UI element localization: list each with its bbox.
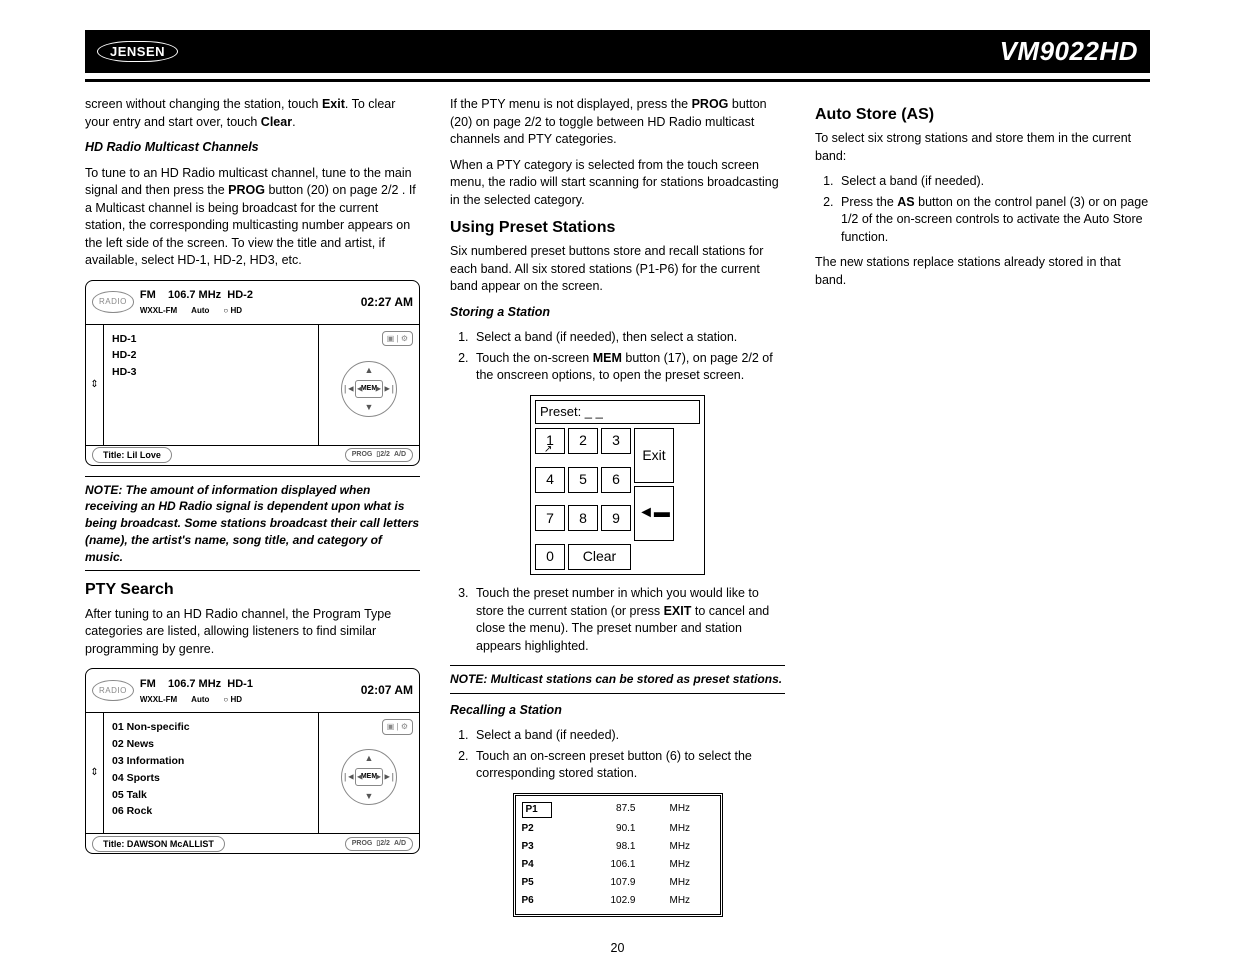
- keypad-num: 8: [568, 505, 598, 531]
- para: To tune to an HD Radio multicast channel…: [85, 165, 420, 270]
- radio-figure-pty: RADIO FM 106.7 MHz HD-1 WXXL-FMAuto○ HD …: [85, 668, 420, 854]
- column-2: If the PTY menu is not displayed, press …: [450, 96, 785, 927]
- para: The new stations replace stations alread…: [815, 254, 1150, 289]
- subhead-storing: Storing a Station: [450, 304, 785, 322]
- preset-table: P187.5MHz P290.1MHz P398.1MHz P4106.1MHz…: [513, 793, 723, 917]
- subhead-hd-multicast: HD Radio Multicast Channels: [85, 139, 420, 157]
- nav-wheel: ▲▼ |◄◄►►| MEM: [341, 749, 397, 805]
- list-item: Touch the on-screen MEM button (17), on …: [472, 350, 785, 385]
- columns: screen without changing the station, tou…: [85, 96, 1150, 927]
- heading-pty: PTY Search: [85, 579, 420, 601]
- list-item: Select a band (if needed).: [837, 173, 1150, 191]
- speaker-icon: ▣ | ⚙: [382, 331, 413, 346]
- header: JENSEN VM9022HD: [85, 30, 1150, 73]
- keypad-num: 5: [568, 467, 598, 493]
- title-bar: Title: Lil Love: [92, 447, 172, 464]
- list-item: Touch the preset number in which you wou…: [472, 585, 785, 655]
- pty-list: 01 Non-specific02 News03 Information04 S…: [104, 713, 319, 833]
- para: If the PTY menu is not displayed, press …: [450, 96, 785, 149]
- preset-row: P6102.9MHz: [520, 892, 716, 910]
- list-item: Touch an on-screen preset button (6) to …: [472, 748, 785, 783]
- para: After tuning to an HD Radio channel, the…: [85, 606, 420, 659]
- preset-row: P290.1MHz: [520, 820, 716, 838]
- list-item: Select a band (if needed).: [472, 727, 785, 745]
- scroll-indicator: ⇕: [86, 713, 104, 833]
- keypad-clear: Clear: [568, 544, 631, 570]
- keypad-label: Preset: _ _: [535, 400, 700, 424]
- page-number: 20: [85, 941, 1150, 955]
- para: To select six strong stations and store …: [815, 130, 1150, 165]
- bottom-buttons: PROG▯2/2A/D: [345, 448, 413, 462]
- nav-wheel: ▲▼ |◄◄►►| MEM: [341, 361, 397, 417]
- column-3: Auto Store (AS) To select six strong sta…: [815, 96, 1150, 927]
- keypad-exit: Exit: [634, 428, 674, 483]
- brand-badge: JENSEN: [97, 41, 178, 62]
- recall-steps: Select a band (if needed). Touch an on-s…: [450, 727, 785, 783]
- bottom-buttons: PROG▯2/2A/D: [345, 837, 413, 851]
- preset-row: P4106.1MHz: [520, 856, 716, 874]
- note: NOTE: The amount of information displaye…: [85, 476, 420, 572]
- store-steps: Select a band (if needed), then select a…: [450, 329, 785, 385]
- keypad-enter: ◄▬: [634, 486, 674, 541]
- keypad-num: 3: [601, 428, 631, 454]
- list-item: Select a band (if needed), then select a…: [472, 329, 785, 347]
- hd-list: HD-1HD-2HD-3: [104, 325, 319, 445]
- keypad-num: 4: [535, 467, 565, 493]
- radio-figure-hd: RADIO FM 106.7 MHz HD-2 WXXL-FMAuto○ HD …: [85, 280, 420, 466]
- header-rule: [85, 79, 1150, 82]
- auto-store-steps: Select a band (if needed). Press the AS …: [815, 173, 1150, 246]
- heading-preset: Using Preset Stations: [450, 217, 785, 239]
- keypad-num: 6: [601, 467, 631, 493]
- preset-row: P5107.9MHz: [520, 874, 716, 892]
- radio-icon: RADIO: [92, 680, 134, 701]
- clock: 02:27 AM: [361, 294, 413, 311]
- keypad-zero: 0: [535, 544, 565, 570]
- radio-icon: RADIO: [92, 291, 134, 312]
- keypad-num: 1: [535, 428, 565, 454]
- keypad-num: 7: [535, 505, 565, 531]
- keypad-num: 2: [568, 428, 598, 454]
- title-bar: Title: DAWSON McALLIST: [92, 836, 225, 853]
- note: NOTE: Multicast stations can be stored a…: [450, 665, 785, 694]
- heading-auto-store: Auto Store (AS): [815, 104, 1150, 126]
- para: Six numbered preset buttons store and re…: [450, 243, 785, 296]
- preset-row: P187.5MHz: [520, 800, 716, 820]
- para: screen without changing the station, tou…: [85, 96, 420, 131]
- para: When a PTY category is selected from the…: [450, 157, 785, 210]
- model-label: VM9022HD: [1000, 36, 1138, 67]
- list-item: Press the AS button on the control panel…: [837, 194, 1150, 247]
- scroll-indicator: ⇕: [86, 325, 104, 445]
- preset-row: P398.1MHz: [520, 838, 716, 856]
- speaker-icon: ▣ | ⚙: [382, 719, 413, 734]
- store-steps-cont: Touch the preset number in which you wou…: [450, 585, 785, 655]
- keypad-num: 9: [601, 505, 631, 531]
- column-1: screen without changing the station, tou…: [85, 96, 420, 927]
- keypad-figure: Preset: _ _ 123 456 789 Exit ◄▬ 0 Clear: [530, 395, 705, 575]
- clock: 02:07 AM: [361, 682, 413, 699]
- subhead-recall: Recalling a Station: [450, 702, 785, 720]
